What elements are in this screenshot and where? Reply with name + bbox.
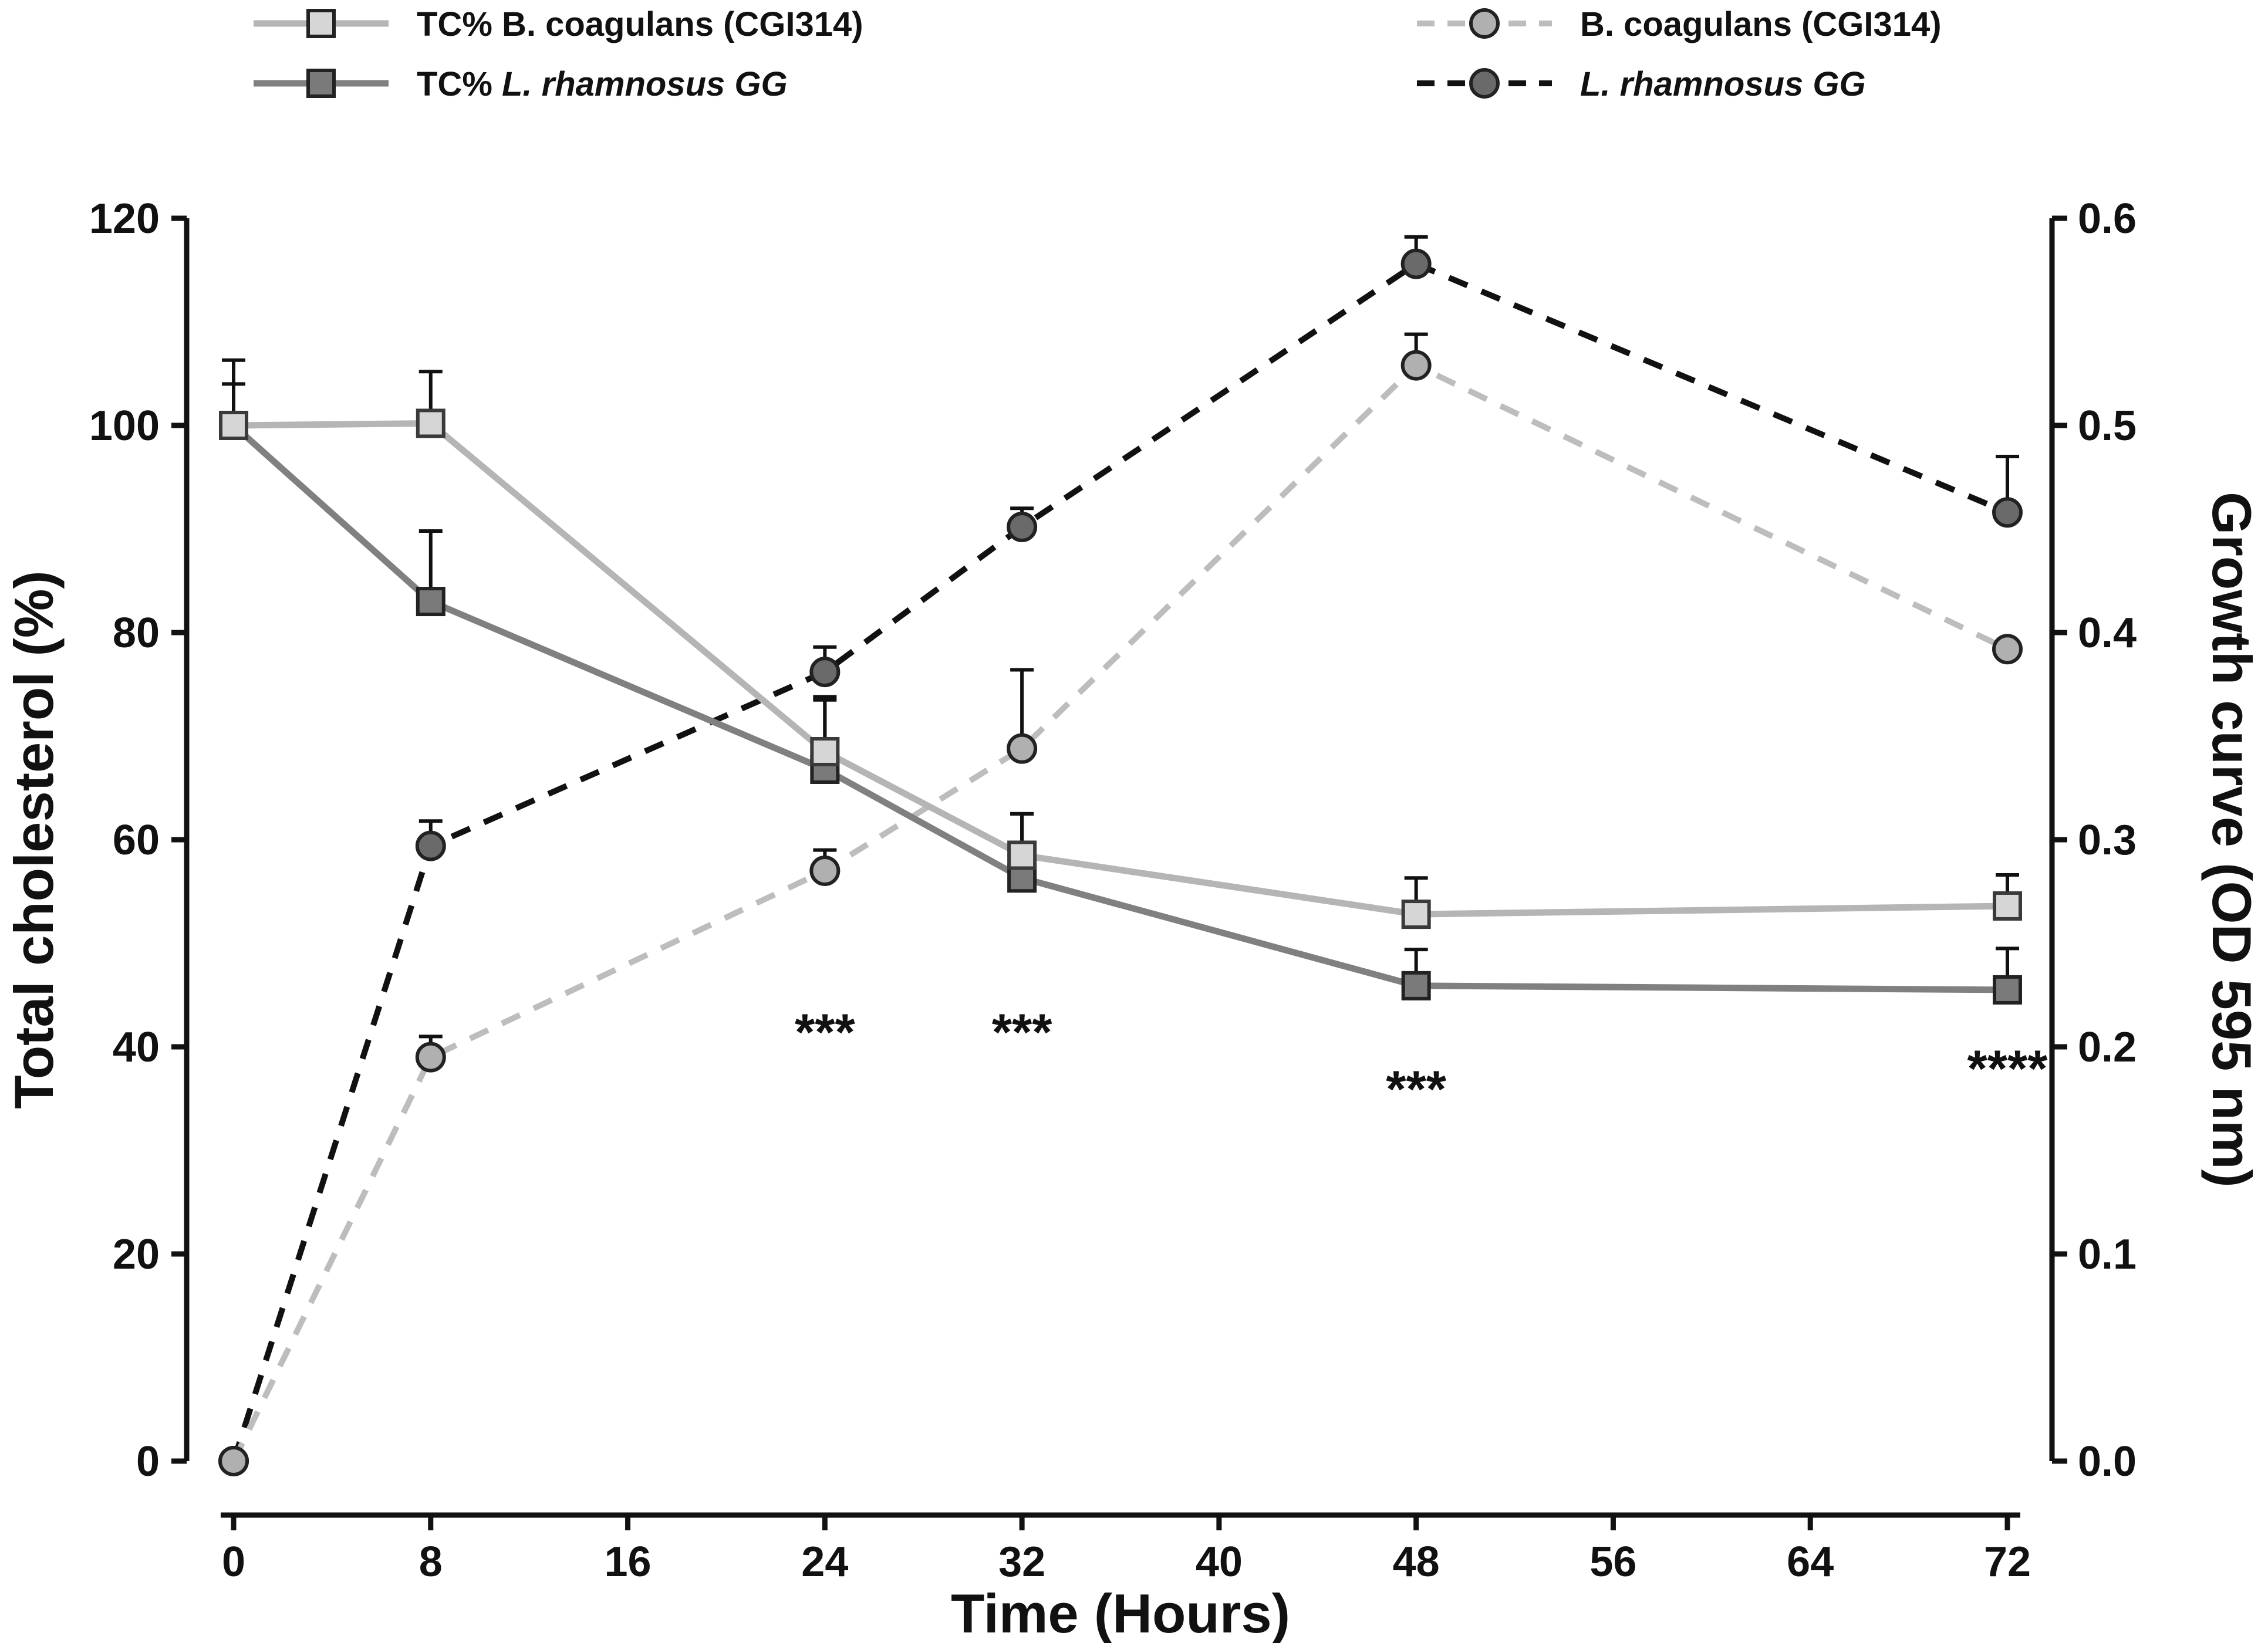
- marker-2-4: [1400, 350, 1432, 381]
- y-tick-label-left-4: 80: [113, 610, 160, 657]
- marker-0-5: [1993, 891, 2022, 921]
- y-axis-right-title: Growth curve (OD 595 nm): [2201, 492, 2263, 1188]
- significance-label-1: ***: [992, 1003, 1052, 1061]
- marker-2-5: [1992, 634, 2023, 665]
- x-tick-label-8: 64: [1787, 1539, 1834, 1585]
- marker-2-0: [218, 1446, 249, 1476]
- marker-0-2: [810, 736, 840, 766]
- x-tick-label-6: 48: [1393, 1539, 1440, 1585]
- y-tick-label-left-2: 40: [113, 1024, 160, 1071]
- series-line-0: [233, 420, 2008, 918]
- series-2: [218, 332, 2023, 1476]
- x-tick-label-3: 24: [801, 1539, 848, 1585]
- x-tick-label-2: 16: [605, 1539, 652, 1585]
- marker-0-0: [219, 411, 248, 440]
- legend-item-1: TC% L. rhamnosus GG: [254, 65, 788, 103]
- marker-3-2: [809, 657, 841, 688]
- y-tick-label-left-6: 120: [89, 195, 160, 242]
- legend-label-1: TC% L. rhamnosus GG: [417, 65, 788, 103]
- y-tick-label-right-6: 0.6: [2078, 195, 2137, 242]
- y-tick-label-left-5: 100: [89, 403, 160, 449]
- marker-3-3: [1007, 511, 1038, 542]
- series-line-2: [231, 361, 2009, 1463]
- marker-2-3: [1007, 733, 1038, 764]
- y-tick-label-right-3: 0.3: [2078, 817, 2137, 864]
- y-tick-label-right-1: 0.1: [2078, 1231, 2137, 1278]
- x-tick-label-1: 8: [419, 1539, 443, 1585]
- x-tick-label-9: 72: [1984, 1539, 2031, 1585]
- marker-3-5: [1992, 497, 2023, 528]
- significance-label-0: ***: [795, 1003, 855, 1061]
- legend-label-2: B. coagulans (CGI314): [1580, 5, 1942, 43]
- marker-1-5: [1993, 975, 2022, 1005]
- x-tick-label-5: 40: [1196, 1539, 1243, 1585]
- y-tick-label-left-0: 0: [136, 1438, 160, 1485]
- y-tick-label-right-0: 0.0: [2078, 1438, 2137, 1485]
- series-line-3: [231, 261, 2009, 1462]
- marker-3-1: [415, 830, 446, 861]
- legend-marker-1: [306, 69, 336, 98]
- marker-3-4: [1400, 248, 1432, 279]
- marker-2-2: [809, 855, 841, 886]
- marker-2-1: [415, 1042, 446, 1073]
- legend-label-0: TC% B. coagulans (CGI314): [417, 5, 863, 43]
- significance-label-3: ****: [1967, 1039, 2048, 1097]
- series-3: [218, 235, 2023, 1476]
- x-axis-title: Time (Hours): [951, 1583, 1290, 1643]
- marker-0-3: [1007, 840, 1037, 870]
- legend-item-2: B. coagulans (CGI314): [1417, 5, 1942, 43]
- x-tick-label-4: 32: [998, 1539, 1045, 1585]
- marker-1-4: [1401, 971, 1431, 1000]
- y-tick-label-right-4: 0.4: [2078, 610, 2137, 657]
- legend-label-3: L. rhamnosus GG: [1580, 65, 1866, 103]
- y-tick-label-left-1: 20: [113, 1231, 160, 1278]
- y-tick-label-right-2: 0.2: [2078, 1024, 2137, 1071]
- y-axis-left-title: Total cholesterol (%): [3, 570, 65, 1108]
- x-tick-label-7: 56: [1589, 1539, 1636, 1585]
- legend-marker-3: [1469, 68, 1500, 99]
- legend-marker-0: [306, 9, 336, 38]
- series-line-1: [231, 422, 2008, 993]
- marker-0-1: [416, 408, 446, 438]
- legend-marker-2: [1469, 8, 1500, 39]
- marker-0-4: [1401, 900, 1431, 929]
- y-tick-label-right-5: 0.5: [2078, 403, 2137, 449]
- legend-item-0: TC% B. coagulans (CGI314): [254, 5, 863, 43]
- legend-item-3: L. rhamnosus GG: [1417, 65, 1866, 103]
- x-tick-label-0: 0: [222, 1539, 245, 1585]
- y-tick-label-left-3: 60: [113, 817, 160, 864]
- series-0: [219, 358, 2022, 929]
- significance-label-2: ***: [1386, 1060, 1446, 1118]
- marker-1-1: [416, 587, 446, 617]
